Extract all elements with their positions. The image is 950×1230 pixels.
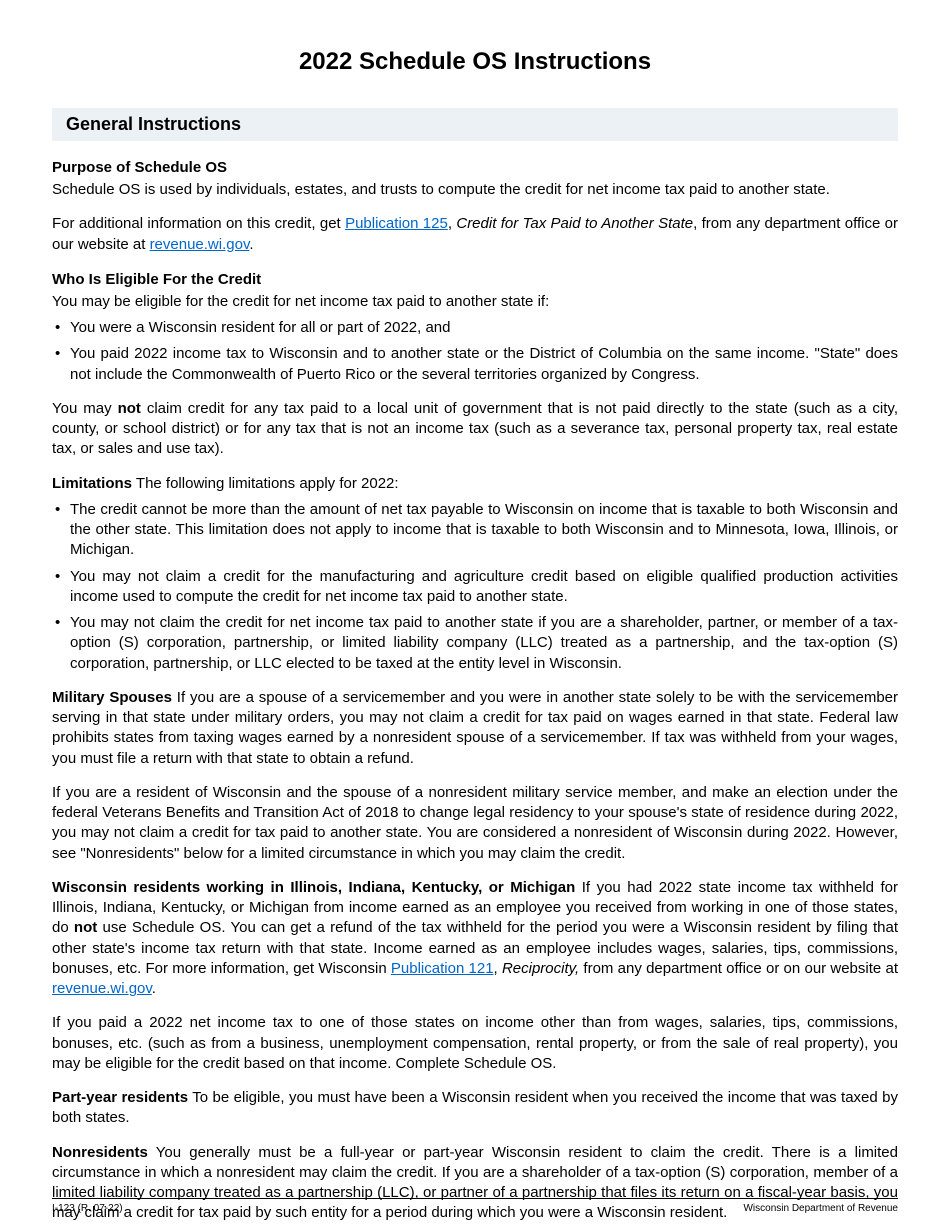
military-p1: Military Spouses If you are a spouse of … xyxy=(52,688,898,769)
text-span: For additional information on this credi… xyxy=(52,215,345,232)
bold-not: not xyxy=(118,400,141,417)
link-revenue-wi-gov[interactable]: revenue.wi.gov xyxy=(150,236,250,253)
footer: I-123 (R. 07-22) Wisconsin Department of… xyxy=(52,1198,898,1214)
bold-not: not xyxy=(74,919,97,936)
list-item: You paid 2022 income tax to Wisconsin an… xyxy=(52,344,898,385)
run-in-partyear: Part-year residents xyxy=(52,1089,188,1106)
italic-reciprocity: Reciprocity, xyxy=(502,960,579,977)
run-in-nonres: Nonresidents xyxy=(52,1144,148,1161)
heading-eligible: Who Is Eligible For the Credit xyxy=(52,271,898,288)
link-revenue-wi-gov-2[interactable]: revenue.wi.gov xyxy=(52,980,152,997)
purpose-p1: Schedule OS is used by individuals, esta… xyxy=(52,180,898,200)
limitations-list: The credit cannot be more than the amoun… xyxy=(52,500,898,674)
run-in-limitations: Limitations xyxy=(52,475,132,492)
partyear-p: Part-year residents To be eligible, you … xyxy=(52,1088,898,1129)
list-item: You may not claim a credit for the manuf… xyxy=(52,567,898,608)
eligible-list: You were a Wisconsin resident for all or… xyxy=(52,318,898,385)
list-item: You may not claim the credit for net inc… xyxy=(52,613,898,674)
run-in-military: Military Spouses xyxy=(52,689,172,706)
limitations-intro: Limitations The following limitations ap… xyxy=(52,474,898,494)
reciprocity-p2: If you paid a 2022 net income tax to one… xyxy=(52,1013,898,1074)
section-header-general: General Instructions xyxy=(52,108,898,141)
eligible-intro: You may be eligible for the credit for n… xyxy=(52,292,898,312)
text-span: If you are a spouse of a servicemember a… xyxy=(52,689,898,767)
military-p2: If you are a resident of Wisconsin and t… xyxy=(52,783,898,864)
text-span: , xyxy=(494,960,502,977)
footer-left: I-123 (R. 07-22) xyxy=(52,1203,123,1214)
text-span: . xyxy=(152,980,156,997)
link-publication-121[interactable]: Publication 121 xyxy=(391,960,494,977)
eligible-not-claim: You may not claim credit for any tax pai… xyxy=(52,399,898,460)
link-publication-125[interactable]: Publication 125 xyxy=(345,215,448,232)
heading-purpose: Purpose of Schedule OS xyxy=(52,159,898,176)
text-span: You may xyxy=(52,400,118,417)
text-span: from any department office or on our web… xyxy=(579,960,898,977)
footer-right: Wisconsin Department of Revenue xyxy=(743,1203,898,1214)
text-span: The following limitations apply for 2022… xyxy=(132,475,399,492)
italic-title: Credit for Tax Paid to Another State xyxy=(456,215,693,232)
list-item: The credit cannot be more than the amoun… xyxy=(52,500,898,561)
text-span: . xyxy=(249,236,253,253)
text-span: claim credit for any tax paid to a local… xyxy=(52,400,898,458)
page-title: 2022 Schedule OS Instructions xyxy=(52,48,898,76)
purpose-p2: For additional information on this credi… xyxy=(52,214,898,255)
reciprocity-p1: Wisconsin residents working in Illinois,… xyxy=(52,878,898,1000)
list-item: You were a Wisconsin resident for all or… xyxy=(52,318,898,338)
run-in-reciprocity: Wisconsin residents working in Illinois,… xyxy=(52,879,575,896)
